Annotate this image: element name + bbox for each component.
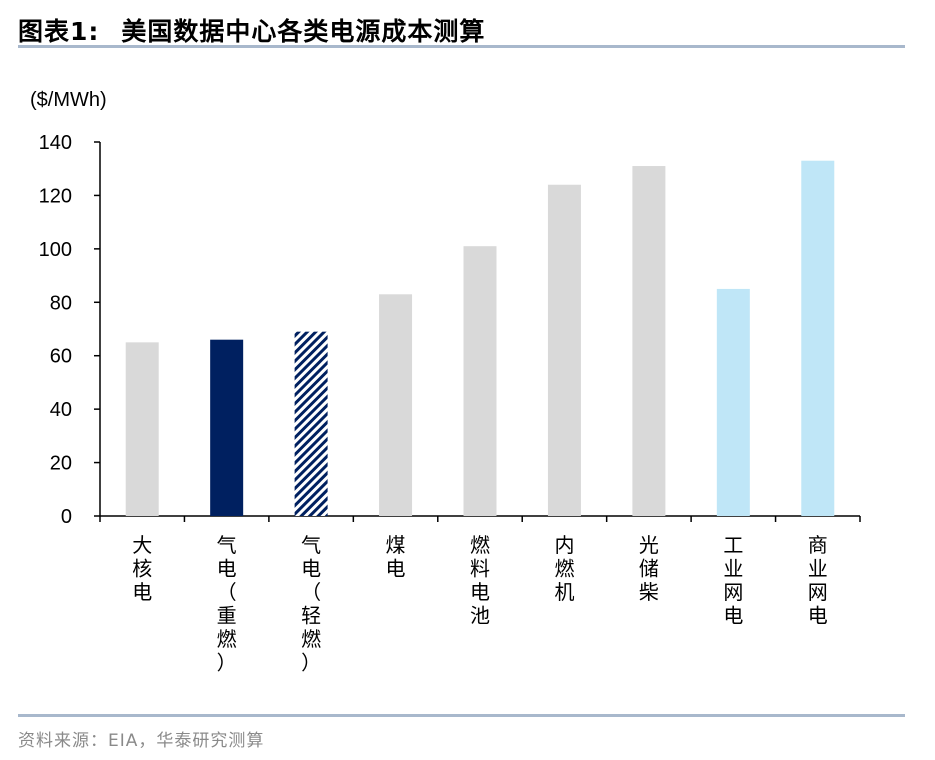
chart-title: 图表1: 美国数据中心各类电源成本测算 bbox=[18, 12, 485, 48]
bar-chart: ($/MWh) 0 20 40 60 80 100 120 140 大核电 气电（重燃） 气电（轻燃）… bbox=[30, 89, 861, 675]
y-tick-label: 80 bbox=[50, 292, 72, 314]
x-tick-label: 气电（轻燃） bbox=[301, 533, 321, 675]
y-unit-label: ($/MWh) bbox=[30, 89, 107, 111]
x-tick-label: 燃料电池 bbox=[470, 533, 490, 628]
y-tick-label: 140 bbox=[39, 132, 72, 154]
x-tick-label: 内燃机 bbox=[554, 533, 574, 604]
bar bbox=[632, 166, 666, 516]
bar bbox=[463, 246, 497, 516]
x-tick-label: 大核电 bbox=[132, 533, 152, 604]
figure-number: 图表1: bbox=[18, 17, 100, 46]
x-tick-label: 煤电 bbox=[386, 533, 406, 581]
y-tick-label: 120 bbox=[39, 185, 72, 207]
bar bbox=[294, 331, 328, 516]
y-tick-label: 60 bbox=[50, 346, 72, 368]
x-tick-label: 光储柴 bbox=[639, 533, 659, 604]
bar bbox=[210, 339, 244, 516]
bar bbox=[801, 160, 835, 516]
y-tick-label: 20 bbox=[50, 453, 72, 475]
x-tick-label: 气电（重燃） bbox=[217, 533, 237, 675]
bar bbox=[716, 288, 750, 516]
plot-area: ($/MWh) 0 20 40 60 80 100 120 140 大核电 气电（重燃） 气电（轻燃）… bbox=[30, 89, 861, 675]
bar bbox=[547, 184, 581, 516]
x-tick-label: 商业网电 bbox=[808, 533, 828, 628]
bar bbox=[379, 294, 413, 516]
y-tick-label: 100 bbox=[39, 239, 72, 261]
y-tick-label: 40 bbox=[50, 399, 72, 421]
bar bbox=[125, 342, 159, 516]
x-tick-label: 工业网电 bbox=[723, 533, 743, 628]
footer-divider bbox=[18, 714, 905, 717]
figure-title: 美国数据中心各类电源成本测算 bbox=[121, 17, 486, 46]
source-note: 资料来源：EIA，华泰研究测算 bbox=[18, 731, 265, 751]
y-tick-label: 0 bbox=[61, 506, 72, 528]
title-divider bbox=[18, 45, 905, 48]
